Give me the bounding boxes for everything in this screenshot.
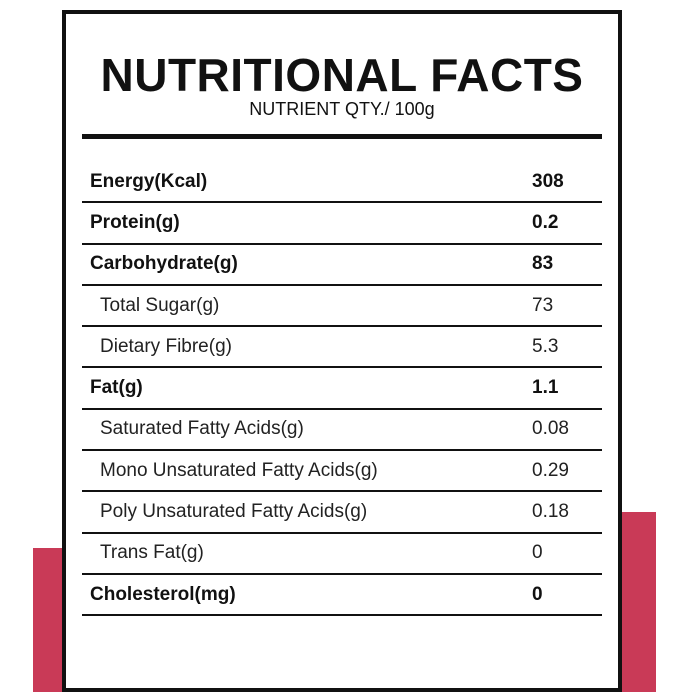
- nutrient-name: Energy(Kcal): [90, 170, 208, 192]
- nutrition-label: NUTRITIONAL FACTS NUTRIENT QTY./ 100g En…: [62, 10, 622, 692]
- accent-band-right: [616, 512, 656, 692]
- nutrient-name: Protein(g): [90, 211, 180, 233]
- table-row: Saturated Fatty Acids(g) 0.08: [82, 410, 602, 452]
- label-title: NUTRITIONAL FACTS: [100, 49, 584, 101]
- nutrient-value: 1.1: [532, 377, 559, 399]
- nutrient-value: 0.18: [532, 501, 569, 523]
- nutrient-name: Mono Unsaturated Fatty Acids(g): [100, 459, 378, 481]
- nutrient-name: Saturated Fatty Acids(g): [100, 418, 304, 440]
- nutrient-name: Dietary Fibre(g): [100, 335, 232, 357]
- table-row: Mono Unsaturated Fatty Acids(g) 0.29: [82, 451, 602, 493]
- nutrient-name: Fat(g): [90, 377, 143, 399]
- nutrient-value: 0.29: [532, 459, 569, 481]
- nutrient-table: Energy(Kcal) 308 Protein(g) 0.2 Carbohyd…: [82, 162, 602, 617]
- nutrient-name: Poly Unsaturated Fatty Acids(g): [100, 501, 368, 523]
- nutrient-value: 73: [532, 294, 554, 316]
- table-row: Energy(Kcal) 308: [82, 162, 602, 204]
- nutrient-name: Total Sugar(g): [100, 294, 220, 316]
- table-row: Cholesterol(mg) 0: [82, 575, 602, 617]
- nutrient-value: 0: [532, 583, 543, 605]
- nutrient-value: 0: [532, 542, 543, 564]
- table-row: Trans Fat(g) 0: [82, 534, 602, 575]
- table-row: Fat(g) 1.1: [82, 368, 602, 410]
- table-row: Protein(g) 0.2: [82, 203, 602, 245]
- table-row: Total Sugar(g) 73: [82, 286, 602, 328]
- nutrient-value: 0.2: [532, 211, 559, 233]
- table-row: Poly Unsaturated Fatty Acids(g) 0.18: [82, 492, 602, 534]
- nutrient-value: 0.08: [532, 418, 569, 440]
- table-row: Dietary Fibre(g) 5.3: [82, 327, 602, 369]
- header-divider: [82, 134, 602, 139]
- nutrient-name: Trans Fat(g): [100, 542, 204, 564]
- nutrient-value: 83: [532, 253, 554, 275]
- label-subtitle: NUTRIENT QTY./ 100g: [249, 99, 435, 119]
- nutrient-name: Carbohydrate(g): [90, 253, 238, 275]
- table-row: Carbohydrate(g) 83: [82, 245, 602, 286]
- nutrient-value: 308: [532, 170, 564, 192]
- nutrient-value: 5.3: [532, 335, 559, 357]
- nutrient-name: Cholesterol(mg): [90, 583, 236, 605]
